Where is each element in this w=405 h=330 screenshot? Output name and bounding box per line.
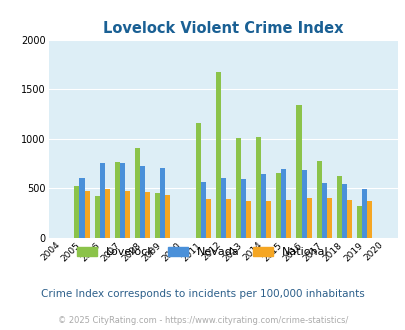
- Bar: [74, 185, 79, 238]
- Bar: [115, 162, 119, 238]
- Bar: [281, 169, 286, 238]
- Bar: [366, 201, 371, 238]
- Bar: [140, 166, 145, 238]
- Bar: [135, 148, 140, 238]
- Title: Lovelock Violent Crime Index: Lovelock Violent Crime Index: [103, 21, 343, 36]
- Bar: [104, 189, 109, 238]
- Bar: [326, 199, 331, 238]
- Bar: [296, 105, 301, 238]
- Bar: [245, 201, 250, 238]
- Text: Crime Index corresponds to incidents per 100,000 inhabitants: Crime Index corresponds to incidents per…: [41, 289, 364, 299]
- Bar: [361, 189, 366, 238]
- Bar: [125, 190, 130, 238]
- Bar: [346, 200, 351, 238]
- Bar: [200, 182, 205, 238]
- Bar: [205, 199, 210, 238]
- Bar: [195, 123, 200, 238]
- Bar: [235, 138, 240, 238]
- Bar: [165, 195, 170, 238]
- Bar: [275, 173, 281, 238]
- Bar: [301, 170, 306, 238]
- Bar: [84, 190, 90, 238]
- Bar: [306, 199, 311, 238]
- Bar: [215, 72, 220, 238]
- Bar: [336, 176, 341, 238]
- Bar: [256, 137, 260, 238]
- Bar: [321, 183, 326, 238]
- Bar: [316, 161, 321, 238]
- Bar: [160, 168, 165, 238]
- Bar: [119, 163, 125, 238]
- Bar: [356, 206, 361, 238]
- Text: © 2025 CityRating.com - https://www.cityrating.com/crime-statistics/: © 2025 CityRating.com - https://www.city…: [58, 316, 347, 325]
- Bar: [240, 179, 245, 238]
- Legend: Lovelock, Nevada, National: Lovelock, Nevada, National: [72, 242, 333, 262]
- Bar: [260, 174, 266, 238]
- Bar: [266, 201, 271, 238]
- Bar: [286, 200, 291, 238]
- Bar: [79, 178, 84, 238]
- Bar: [220, 178, 225, 238]
- Bar: [341, 183, 346, 238]
- Bar: [225, 199, 230, 238]
- Bar: [100, 163, 104, 238]
- Bar: [94, 195, 100, 238]
- Bar: [145, 192, 150, 238]
- Bar: [155, 193, 160, 238]
